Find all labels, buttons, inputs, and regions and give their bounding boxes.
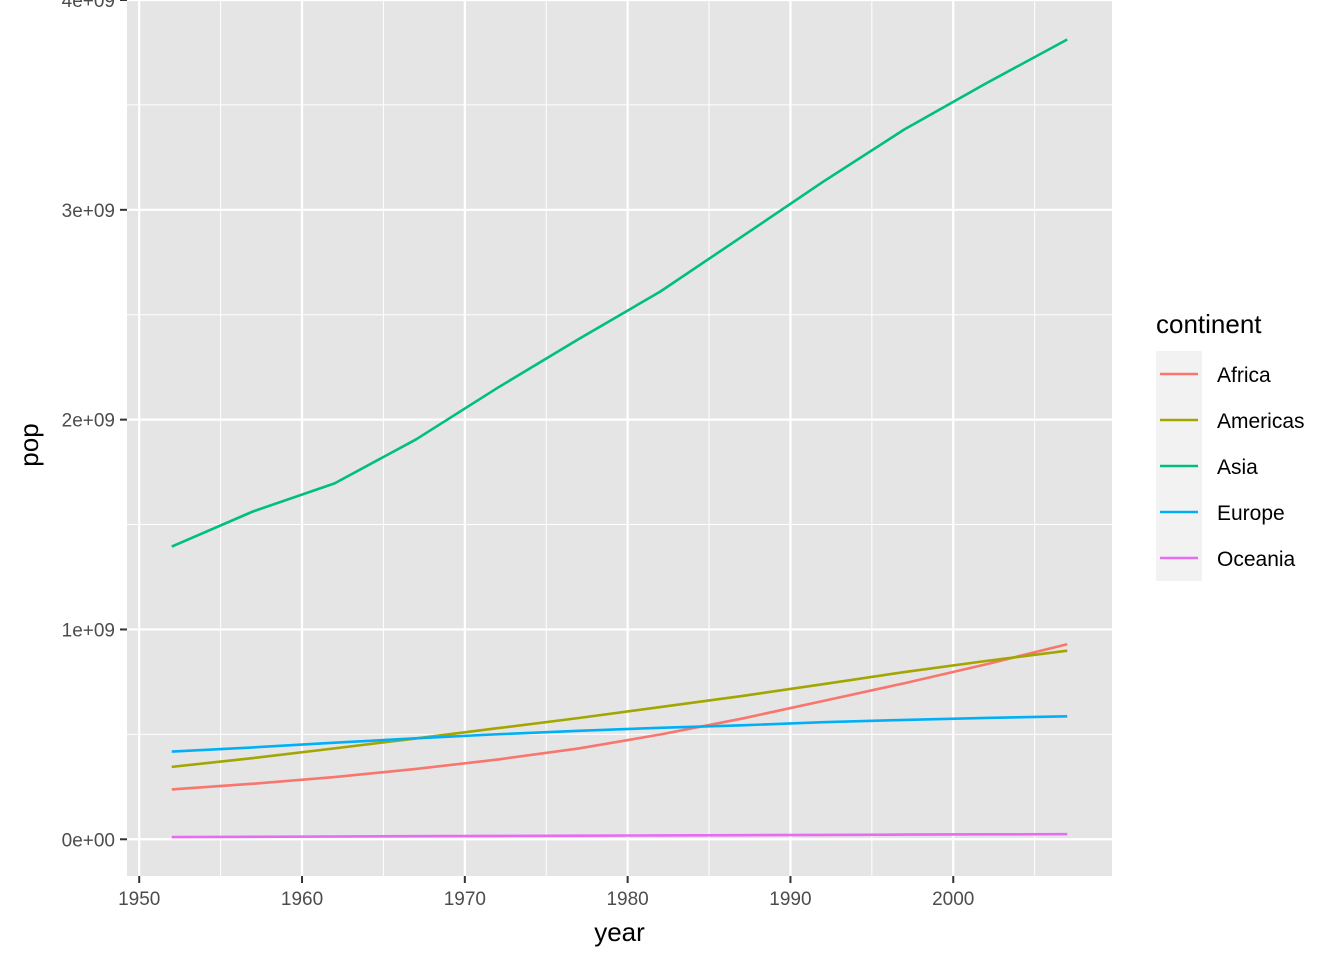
series-line-americas: [171, 649, 1068, 769]
legend-label-oceania: Oceania: [1217, 548, 1296, 571]
x-tick-label: 2000: [932, 889, 974, 910]
x-tick-label: 1970: [444, 889, 486, 910]
x-axis: 1950 1960 1970 1980 1990 2000: [118, 876, 974, 910]
series-line-asia: [171, 38, 1068, 548]
y-tick-label: 2e+09: [62, 411, 115, 432]
legend-items: Africa Americas Asia Europe Oceania: [1160, 364, 1305, 571]
series-lines: [171, 38, 1068, 839]
x-tick-label: 1950: [118, 889, 160, 910]
x-axis-title: year: [594, 917, 645, 947]
x-tick-label: 1980: [606, 889, 648, 910]
y-tick-label: 4e+09: [62, 0, 115, 12]
legend-label-asia: Asia: [1217, 456, 1258, 479]
x-tick-label: 1990: [769, 889, 811, 910]
y-tick-label: 1e+09: [62, 620, 115, 641]
legend-title: continent: [1156, 309, 1262, 339]
series-line-europe: [171, 715, 1068, 753]
legend-label-africa: Africa: [1217, 364, 1271, 387]
series-line-oceania: [171, 832, 1068, 839]
plot-panel: [127, 0, 1112, 876]
x-tick-label: 1960: [281, 889, 323, 910]
y-axis: 0e+00 1e+09 2e+09 3e+09 4e+09: [62, 0, 127, 851]
series-line-africa: [171, 642, 1068, 791]
legend-label-europe: Europe: [1217, 502, 1285, 525]
legend: continent Africa Americas Asia Europe Oceani…: [1156, 309, 1305, 581]
y-axis-title: pop: [14, 423, 44, 466]
y-tick-label: 3e+09: [62, 201, 115, 222]
y-tick-label: 0e+00: [62, 830, 115, 851]
legend-label-americas: Americas: [1217, 410, 1305, 433]
